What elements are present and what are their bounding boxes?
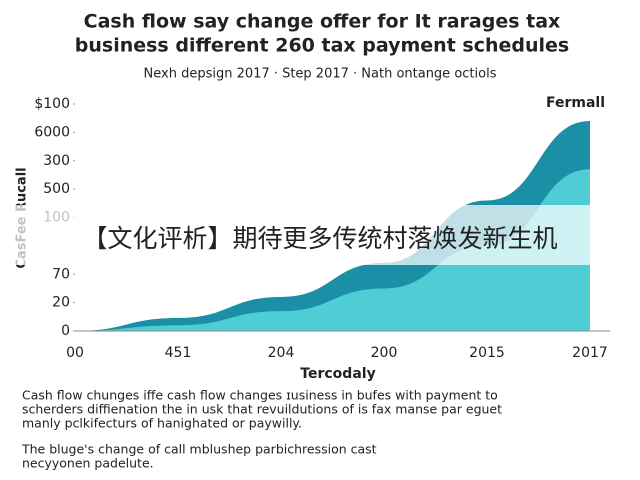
area [75,169,590,331]
banner: 【文化评析】期待更多传统村落焕发新生机 [82,224,557,253]
note-text: The bluge's change of call mblushep parb… [21,442,377,457]
y-tick-label: 500 [43,181,70,197]
x-tick-label: 2017 [572,345,608,361]
y-tick-label: 0 [61,323,70,339]
y-tick-label: 6000 [34,124,70,140]
y-tick-label: 20 [52,295,70,311]
y-tick-label: 300 [43,153,70,169]
subtitle: Nexh depsign 2017 · Step 2017 · Nath ont… [144,67,497,82]
y-tick-label: 70 [52,266,70,282]
x-axis-label: Tercodaly [300,366,375,382]
chart-title: business different 260 tax payment sched… [75,35,569,57]
x-tick-label: 451 [165,345,192,361]
x-tick-label: 00 [66,345,84,361]
note-text: Cash flow chunges iffe cash flow changes… [22,388,498,403]
note-text: manly pclkifecturs of hanighated or payw… [22,416,302,431]
x-tick-label: 200 [371,345,398,361]
chart-title: Cash flow say change offer for It rarage… [84,11,561,33]
y-tick-label: $100 [34,96,70,112]
x-tick-label: 2015 [469,345,505,361]
banner-bg [0,205,640,265]
series-label: Fermall [546,95,605,111]
note-text: scherders diffienation the in usk that r… [22,402,502,417]
note-text: necyyonen padelute. [22,456,154,471]
x-tick-label: 204 [268,345,295,361]
